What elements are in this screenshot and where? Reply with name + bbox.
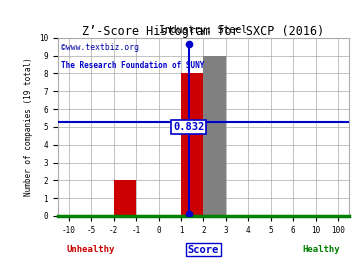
Text: 0.832: 0.832 [173, 122, 204, 132]
Y-axis label: Number of companies (19 total): Number of companies (19 total) [24, 58, 33, 196]
Text: Healthy: Healthy [303, 245, 341, 254]
Text: Unhealthy: Unhealthy [66, 245, 115, 254]
Bar [181, 73, 203, 216]
Text: ©www.textbiz.org: ©www.textbiz.org [60, 43, 139, 52]
Bar [114, 180, 136, 216]
Title: Z’-Score Histogram for SXCP (2016): Z’-Score Histogram for SXCP (2016) [82, 25, 324, 38]
Text: Industry: Steel: Industry: Steel [159, 25, 247, 35]
Bar [203, 56, 226, 216]
Text: The Research Foundation of SUNY: The Research Foundation of SUNY [60, 61, 204, 70]
Text: Score: Score [188, 245, 219, 255]
